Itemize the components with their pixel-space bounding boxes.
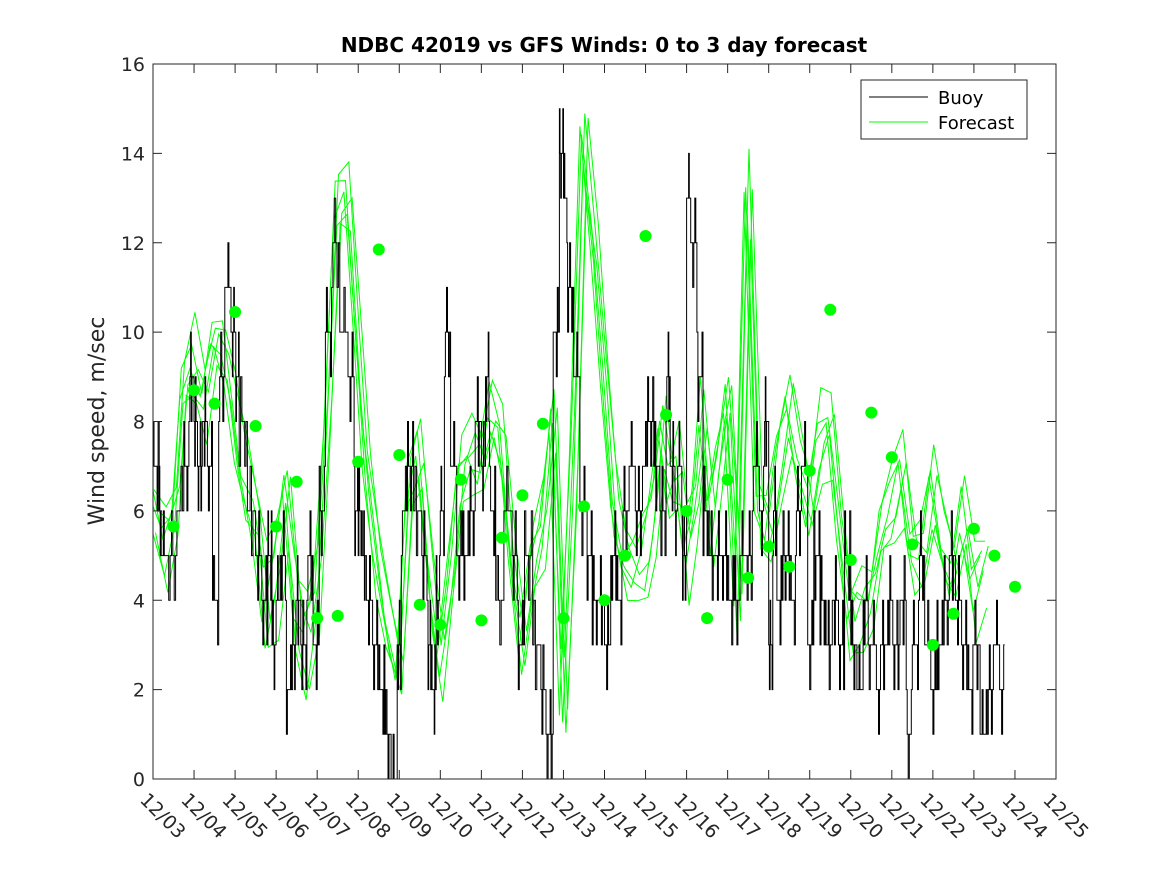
- y-tick-label: 16: [121, 54, 145, 76]
- x-tick-label: 12/07: [300, 789, 354, 843]
- forecast-point: [762, 540, 775, 553]
- forecast-point: [578, 500, 590, 513]
- x-tick-label: 12/11: [464, 789, 518, 843]
- x-tick-label: 12/21: [874, 789, 928, 843]
- forecast-point: [536, 417, 549, 430]
- y-tick-label: 4: [133, 590, 145, 612]
- forecast-member-line: [153, 126, 981, 716]
- buoy-line: [153, 108, 1005, 779]
- forecast-point: [824, 303, 837, 316]
- x-tick-label: 12/23: [956, 789, 1010, 843]
- x-tick-label: 12/06: [259, 789, 313, 843]
- x-tick-label: 12/18: [751, 789, 805, 843]
- legend-forecast-label: Forecast: [938, 113, 1014, 134]
- buoy-series-line: [153, 108, 1005, 779]
- x-tick-label: 12/03: [135, 789, 189, 843]
- forecast-point: [290, 475, 303, 488]
- forecast-point: [721, 473, 734, 486]
- forecast-point: [475, 614, 488, 627]
- x-tick-label: 12/19: [792, 789, 846, 843]
- y-tick-label: 6: [133, 501, 145, 523]
- forecast-point: [680, 504, 693, 517]
- x-tick-label: 12/13: [546, 789, 600, 843]
- chart-title: NDBC 42019 vs GFS Winds: 0 to 3 day fore…: [341, 33, 868, 57]
- forecast-point: [947, 607, 960, 620]
- forecast-point: [988, 549, 1001, 562]
- forecast-point: [619, 549, 631, 562]
- forecast-point: [434, 618, 447, 631]
- forecast-point: [1009, 580, 1021, 593]
- x-tick-label: 12/05: [218, 789, 272, 843]
- forecast-point: [270, 520, 283, 533]
- forecast-point: [311, 612, 324, 625]
- x-tick-label: 12/20: [833, 789, 887, 843]
- forecast-point: [742, 571, 755, 584]
- legend: Buoy Forecast: [860, 79, 1028, 140]
- forecast-point: [393, 449, 406, 461]
- y-tick-label: 0: [133, 769, 145, 791]
- x-tick-label: 12/17: [710, 789, 764, 843]
- y-tick-label: 10: [121, 322, 145, 344]
- forecast-point: [844, 554, 857, 566]
- x-tick-label: 12/25: [1038, 789, 1092, 843]
- x-tick-label: 12/12: [505, 789, 559, 843]
- forecast-point: [701, 612, 714, 625]
- forecast-point: [516, 489, 529, 502]
- forecast-point: [352, 455, 365, 468]
- forecast-point: [372, 243, 385, 256]
- forecast-point: [783, 560, 796, 573]
- forecast-point: [639, 230, 652, 242]
- forecast-point: [229, 306, 242, 318]
- x-tick-label: 12/04: [177, 789, 231, 843]
- y-tick-label: 8: [133, 412, 145, 434]
- y-tick-label: 14: [121, 143, 145, 165]
- legend-buoy-label: Buoy: [938, 88, 984, 109]
- forecast-point: [660, 408, 673, 421]
- forecast-point: [906, 538, 919, 551]
- forecast-member-line: [156, 118, 989, 710]
- plot-area: [152, 63, 1057, 780]
- x-tick-label: 12/09: [382, 789, 436, 843]
- forecast-point: [885, 451, 898, 464]
- forecast-point: [208, 397, 221, 410]
- y-tick-label: 2: [133, 680, 145, 702]
- forecast-point: [331, 609, 344, 622]
- forecast-member-line: [153, 134, 983, 675]
- x-tick-label: 12/10: [423, 789, 477, 843]
- x-tick-label: 12/15: [628, 789, 682, 843]
- y-tick-label: 12: [121, 233, 145, 255]
- forecast-point: [598, 594, 611, 607]
- forecast-point: [167, 520, 180, 533]
- legend-box: [860, 79, 1028, 140]
- forecast-point: [967, 522, 980, 535]
- forecast-point: [926, 638, 939, 651]
- y-axis: 0 2 4 6 8 10 12 14 16: [121, 54, 1056, 791]
- forecast-point: [865, 406, 878, 419]
- x-tick-label: 12/16: [669, 789, 723, 843]
- forecast-point: [803, 464, 816, 477]
- forecast-point: [413, 598, 426, 611]
- x-tick-label: 12/24: [997, 789, 1051, 843]
- x-tick-label: 12/08: [341, 789, 395, 843]
- forecast-point: [188, 384, 200, 397]
- forecast-point: [557, 612, 570, 625]
- y-axis-label: Wind speed, m/sec: [85, 317, 110, 526]
- forecast-point: [454, 473, 467, 486]
- x-tick-label: 12/22: [915, 789, 969, 843]
- forecast-member-line: [153, 113, 986, 658]
- forecast-point: [249, 420, 262, 432]
- forecast-point: [495, 531, 508, 544]
- forecast-points: [167, 230, 1021, 651]
- x-tick-label: 12/14: [587, 789, 641, 843]
